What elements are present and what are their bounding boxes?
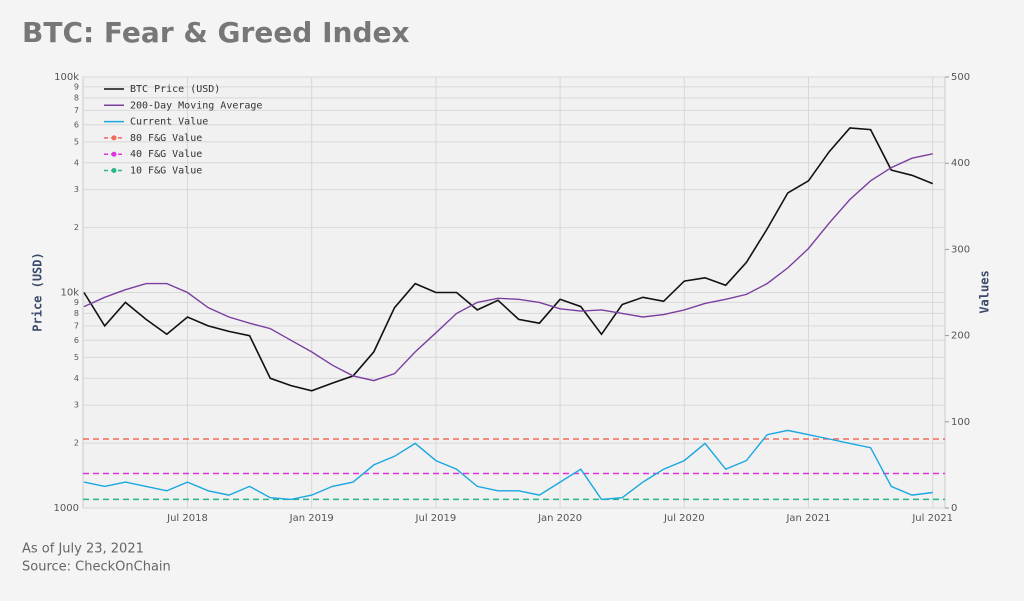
y-tick-label: 5 xyxy=(74,137,79,146)
y2-tick-label: 300 xyxy=(951,244,970,255)
y-tick-label: 3 xyxy=(74,185,79,194)
y-tick-label: 5 xyxy=(74,353,79,362)
footnote: Source: CheckOnChain xyxy=(22,560,171,575)
legend-marker xyxy=(111,168,117,173)
y-tick-label: 10k xyxy=(60,288,79,299)
y2-tick-label: 200 xyxy=(951,331,970,342)
y2-axis-label: Values xyxy=(978,270,992,313)
chart-title: BTC: Fear & Greed Index xyxy=(22,16,410,49)
y-axis-label: Price (USD) xyxy=(31,252,45,331)
x-tick-label: Jan 2019 xyxy=(289,513,334,524)
legend-label: Current Value xyxy=(130,117,208,128)
y-tick-label: 7 xyxy=(74,321,79,330)
y2-tick-label: 400 xyxy=(951,158,970,169)
y-tick-label: 9 xyxy=(74,82,79,91)
legend-marker xyxy=(111,151,117,157)
y-tick-label: 3 xyxy=(74,401,79,410)
series-line xyxy=(83,127,933,392)
series-line xyxy=(83,153,933,382)
x-tick-label: Jul 2019 xyxy=(415,513,457,524)
x-tick-label: Jan 2021 xyxy=(785,513,830,524)
y2-tick-label: 500 xyxy=(951,72,970,83)
legend-label: 200-Day Moving Average xyxy=(130,100,262,111)
y-tick-label: 100k xyxy=(54,72,79,83)
y-tick-label: 2 xyxy=(74,223,79,232)
series-line xyxy=(83,429,933,501)
y-tick-label: 7 xyxy=(74,106,79,115)
x-tick-label: Jul 2020 xyxy=(663,513,705,524)
y-tick-label: 8 xyxy=(74,93,79,102)
legend-label: 40 F&G Value xyxy=(130,149,202,160)
legend-label: 80 F&G Value xyxy=(130,133,202,144)
y-tick-label: 4 xyxy=(74,374,79,383)
x-tick-label: Jul 2021 xyxy=(911,513,953,524)
x-tick-label: Jan 2020 xyxy=(537,513,582,524)
y2-tick-label: 0 xyxy=(951,503,957,514)
y-tick-label: 1000 xyxy=(54,503,79,514)
y-tick-label: 4 xyxy=(74,158,79,167)
y-tick-label: 6 xyxy=(74,120,79,129)
y-tick-label: 9 xyxy=(74,298,79,307)
y-tick-label: 8 xyxy=(74,309,79,318)
y-tick-label: 2 xyxy=(74,439,79,448)
legend-marker xyxy=(111,135,117,141)
x-tick-label: Jul 2018 xyxy=(166,513,208,524)
footnote: As of July 23, 2021 xyxy=(22,542,144,557)
legend-label: BTC Price (USD) xyxy=(130,84,220,95)
y2-tick-label: 100 xyxy=(951,417,970,428)
y-tick-label: 6 xyxy=(74,336,79,345)
legend-label: 10 F&G Value xyxy=(130,166,202,177)
